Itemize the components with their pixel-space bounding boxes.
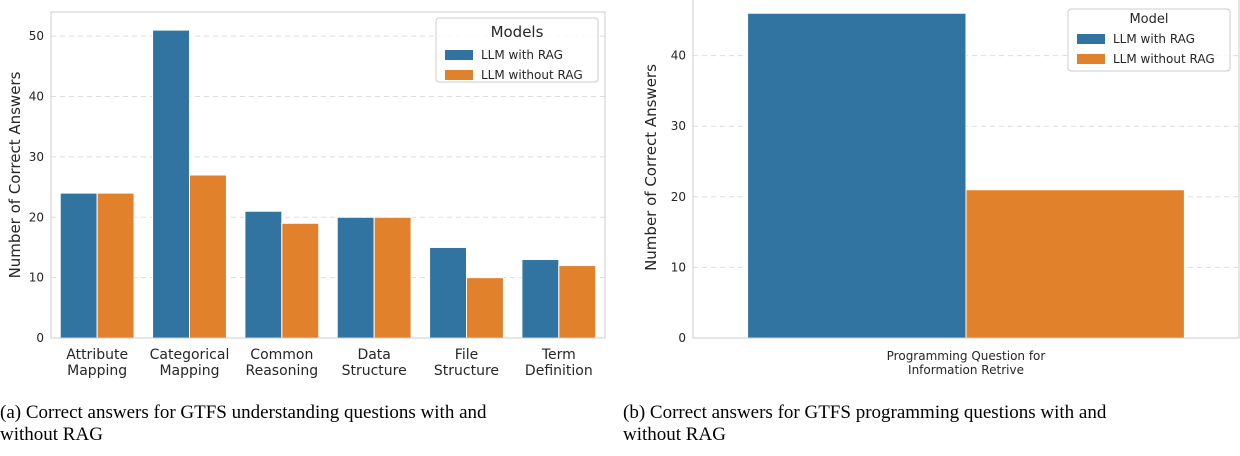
caption-b-line-1: (b) Correct answers for GTFS programming… bbox=[623, 402, 1107, 423]
y-tick-label: 40 bbox=[671, 49, 686, 63]
legend-label: LLM without RAG bbox=[1113, 52, 1215, 66]
x-tick-label: Common Reasoning bbox=[245, 347, 318, 379]
bar bbox=[189, 174, 227, 339]
x-tick-label-line: File bbox=[455, 347, 478, 363]
y-tick-label: 0 bbox=[678, 331, 686, 345]
legend-swatch bbox=[1077, 34, 1105, 44]
legend-label: LLM without RAG bbox=[481, 68, 583, 82]
caption-a: (a) Correct answers for GTFS understandi… bbox=[0, 402, 487, 446]
plot-frame bbox=[692, 0, 1240, 339]
y-tick-label: 40 bbox=[29, 90, 44, 104]
bar bbox=[336, 216, 375, 339]
y-tick-label: 0 bbox=[36, 331, 44, 345]
bar bbox=[373, 216, 412, 339]
bar bbox=[466, 277, 504, 339]
caption-b-line-2: without RAG bbox=[623, 424, 726, 445]
y-tick-label: 10 bbox=[29, 271, 44, 285]
x-tick-label-line: Data bbox=[357, 347, 390, 363]
x-tick-label: Data Structure bbox=[342, 347, 407, 379]
caption-a-line-2: without RAG bbox=[0, 424, 103, 445]
bar bbox=[152, 29, 190, 339]
bar bbox=[281, 222, 320, 339]
y-tick-label: 30 bbox=[671, 119, 686, 133]
bar bbox=[244, 210, 283, 339]
bar bbox=[558, 265, 597, 339]
x-tick-label-line: Mapping bbox=[159, 363, 219, 379]
y-tick-label: 30 bbox=[29, 150, 44, 164]
bar bbox=[96, 192, 135, 339]
y-axis-label: Number of Correct Answers bbox=[6, 71, 24, 278]
x-tick-label-line: Reasoning bbox=[245, 363, 318, 379]
x-tick-label-line: Common bbox=[250, 347, 313, 363]
y-tick-label: 20 bbox=[29, 210, 44, 224]
bar bbox=[59, 192, 98, 339]
legend-swatch bbox=[445, 50, 473, 60]
x-tick-label: File Structure bbox=[434, 347, 499, 379]
bar bbox=[429, 246, 468, 339]
caption-b: (b) Correct answers for GTFS programming… bbox=[623, 402, 1106, 446]
x-tick-label: Programming Question for Information Retr… bbox=[887, 349, 1046, 377]
y-tick-label: 10 bbox=[671, 260, 686, 274]
legend-box bbox=[1067, 8, 1231, 72]
y-tick-label: 20 bbox=[671, 190, 686, 204]
y-tick-label: 50 bbox=[29, 29, 44, 43]
legend-box bbox=[435, 17, 599, 83]
x-tick-label-line: Structure bbox=[342, 363, 407, 379]
x-tick-label-line: Information Retrive bbox=[908, 363, 1024, 377]
legend-label: LLM with RAG bbox=[481, 48, 563, 62]
legend-swatch bbox=[445, 70, 473, 80]
legend-title: Model bbox=[1129, 12, 1168, 27]
x-tick-label-line: Term bbox=[541, 347, 576, 363]
legend-title: Models bbox=[491, 23, 544, 41]
bar bbox=[965, 189, 1185, 339]
legend-label: LLM with RAG bbox=[1113, 32, 1195, 46]
x-tick-label-line: Attribute bbox=[66, 347, 128, 363]
x-tick-label-line: Structure bbox=[434, 363, 499, 379]
chart-gtfs-programming: 0 10 20 30 40 Programming Question for Informa… bbox=[642, 0, 1240, 377]
x-tick-label: Attribute Mapping bbox=[66, 347, 128, 379]
bar bbox=[521, 259, 560, 339]
x-tick-label-line: Mapping bbox=[67, 363, 127, 379]
legend-swatch bbox=[1077, 54, 1105, 64]
x-tick-label-line: Programming Question for bbox=[887, 349, 1046, 363]
x-tick-label: Categorical Mapping bbox=[150, 347, 230, 379]
caption-a-line-1: (a) Correct answers for GTFS understandi… bbox=[0, 402, 487, 423]
x-tick-label: Term Definition bbox=[525, 347, 593, 379]
plot-frame bbox=[50, 11, 606, 339]
x-tick-label-line: Categorical bbox=[150, 347, 230, 363]
bar bbox=[747, 12, 967, 339]
x-tick-label-line: Definition bbox=[525, 363, 593, 379]
y-axis-label: Number of Correct Answers bbox=[642, 64, 660, 271]
